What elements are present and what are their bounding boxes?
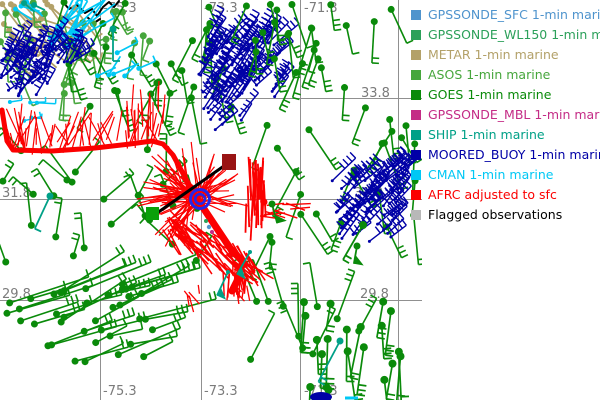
legend-swatch <box>411 130 421 140</box>
storm-center-ring-inner <box>193 192 207 206</box>
goes-barbs-topright <box>230 1 414 160</box>
goes-barbs-midleft <box>0 114 213 266</box>
buoy-cluster-top-2 <box>202 73 260 132</box>
grid-label: -75.3 <box>103 384 137 399</box>
legend-label: AFRC adjusted to sfc <box>428 187 557 202</box>
afrc-flight-track <box>0 107 199 200</box>
storm-center-ring-outer <box>189 188 211 210</box>
legend-swatch <box>411 10 421 20</box>
cman-barbs-4 <box>7 95 57 123</box>
buoy-cluster-left-2 <box>51 15 96 65</box>
grid-label: 33.8 <box>361 86 390 101</box>
legend-label: MOORED_BUOY 1-min marine <box>428 147 600 162</box>
legend-label: GOES 1-min marine <box>428 87 552 102</box>
legend-swatch <box>411 170 421 180</box>
sonde-sfc-dot <box>206 224 212 230</box>
storm-track-line <box>148 159 233 220</box>
legend-swatch <box>411 70 421 80</box>
legend-item-1[interactable]: GPSSONDE_WL150 1-min marine <box>411 25 600 45</box>
track-end-marker <box>222 154 236 170</box>
goes-barbs-botleft <box>3 244 217 366</box>
buoy-blob-bottom <box>310 392 332 400</box>
sonde-wl150-dot <box>204 219 208 223</box>
legend-item-6[interactable]: SHIP 1-min marine <box>411 125 600 145</box>
legend-item-8[interactable]: CMAN 1-min marine <box>411 165 600 185</box>
grid-label: 31.8 <box>2 186 31 201</box>
legend-item-5[interactable]: GPSSONDE_MBL 1-min marine <box>411 105 600 125</box>
legend-swatch <box>411 50 421 60</box>
buoy-cluster-left <box>0 19 64 98</box>
goes-barbs-midright <box>249 121 422 281</box>
legend-label: GPSSONDE_MBL 1-min marine <box>428 107 600 122</box>
legend-swatch <box>411 150 421 160</box>
legend-swatch <box>411 210 421 220</box>
afrc-dot <box>260 198 268 206</box>
grid-label: -73.3 <box>204 384 238 399</box>
legend-item-2[interactable]: METAR 1-min marine <box>411 45 600 65</box>
grid-label: 29.8 <box>2 287 31 302</box>
legend-item-0[interactable]: GPSSONDE_SFC 1-min marine <box>411 5 600 25</box>
afrc-right-strays <box>259 202 311 220</box>
legend-label: CMAN 1-min marine <box>428 167 554 182</box>
legend-swatch <box>411 110 421 120</box>
legend-label: GPSSONDE_SFC 1-min marine <box>428 7 600 22</box>
legend-swatch <box>411 190 421 200</box>
legend: GPSSONDE_SFC 1-min marine GPSSONDE_WL150 … <box>411 5 600 225</box>
afrc-verticals <box>125 80 166 141</box>
legend-swatch <box>411 90 421 100</box>
afrc-band-vertical <box>244 156 267 241</box>
legend-item-4[interactable]: GOES 1-min marine <box>411 85 600 105</box>
grid-label: -73.3 <box>204 1 238 16</box>
legend-label: ASOS 1-min marine <box>428 67 551 82</box>
sonde-mbl-dot <box>210 230 214 234</box>
cman-barbs-3 <box>13 0 44 21</box>
legend-item-3[interactable]: ASOS 1-min marine <box>411 65 600 85</box>
track-start-marker <box>146 207 159 220</box>
cman-barbs-2 <box>95 36 157 79</box>
goes-barbs-botright <box>299 297 410 400</box>
legend-label: METAR 1-min marine <box>428 47 559 62</box>
afrc-flight-track-2 <box>192 193 247 295</box>
legend-label: GPSSONDE_WL150 1-min marine <box>428 27 600 42</box>
buoy-cluster-top <box>197 4 300 105</box>
single-barbs <box>21 0 367 386</box>
legend-item-10[interactable]: Flagged observations <box>411 205 600 225</box>
legend-item-7[interactable]: MOORED_BUOY 1-min marine <box>411 145 600 165</box>
legend-item-9[interactable]: AFRC adjusted to sfc <box>411 185 600 205</box>
legend-label: Flagged observations <box>428 207 563 222</box>
legend-swatch <box>411 30 421 40</box>
legend-label: SHIP 1-min marine <box>428 127 545 142</box>
map-canvas[interactable]: -75.3-73.3-71.3-75.3-73.3-71.333.831.831… <box>0 0 422 400</box>
